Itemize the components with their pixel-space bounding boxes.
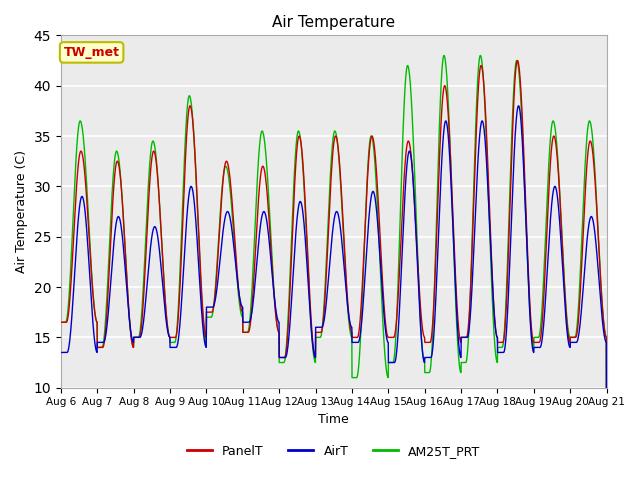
Legend: PanelT, AirT, AM25T_PRT: PanelT, AirT, AM25T_PRT xyxy=(182,440,486,463)
AirT xyxy=(515,103,522,108)
AM25T_PRT xyxy=(533,335,541,340)
PanelT xyxy=(533,339,541,345)
PanelT xyxy=(592,193,600,199)
AirT xyxy=(533,345,541,350)
AM25T_PRT xyxy=(119,212,127,217)
Line: PanelT: PanelT xyxy=(61,60,607,480)
PanelT xyxy=(513,58,521,63)
PanelT xyxy=(152,154,159,160)
PanelT xyxy=(57,319,65,325)
AM25T_PRT xyxy=(476,53,484,59)
AirT xyxy=(290,261,298,266)
AirT xyxy=(119,241,127,247)
X-axis label: Time: Time xyxy=(318,413,349,426)
PanelT xyxy=(119,211,127,216)
AM25T_PRT xyxy=(57,319,65,325)
AirT xyxy=(152,225,159,230)
AirT xyxy=(266,249,274,254)
AirT xyxy=(57,349,65,355)
PanelT xyxy=(290,200,298,205)
Line: AirT: AirT xyxy=(61,106,607,480)
Title: Air Temperature: Air Temperature xyxy=(272,15,396,30)
AM25T_PRT xyxy=(290,182,298,188)
Text: TW_met: TW_met xyxy=(63,46,120,59)
AM25T_PRT xyxy=(592,187,600,193)
PanelT xyxy=(266,233,274,239)
AirT xyxy=(592,241,600,247)
Line: AM25T_PRT: AM25T_PRT xyxy=(61,56,607,480)
AM25T_PRT xyxy=(266,220,274,226)
Y-axis label: Air Temperature (C): Air Temperature (C) xyxy=(15,150,28,273)
AM25T_PRT xyxy=(152,149,159,155)
